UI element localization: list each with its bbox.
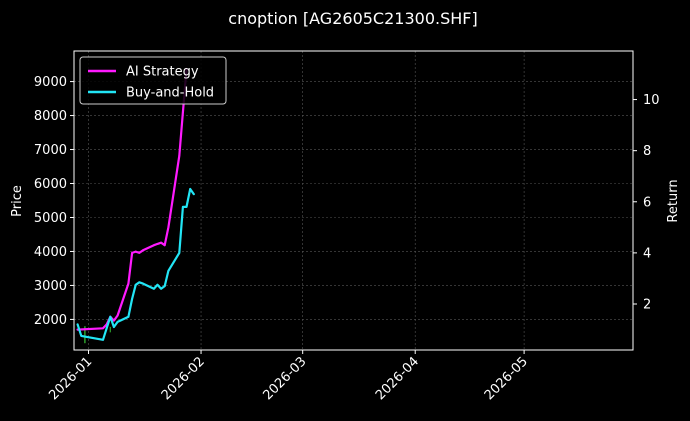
- data-point: [178, 154, 181, 157]
- chart-title: cnoption [AG2605C21300.SHF]: [228, 9, 477, 28]
- data-point: [182, 111, 184, 114]
- data-point: [109, 315, 112, 318]
- data-point: [102, 327, 104, 330]
- data-point: [178, 252, 181, 254]
- y-right-tick-label: 4: [643, 246, 651, 261]
- y-left-tick-label: 4000: [34, 245, 67, 260]
- legend: AI Strategy Buy-and-Hold: [79, 56, 227, 105]
- y-left-tick-label: 5000: [34, 211, 67, 226]
- data-point: [167, 269, 170, 272]
- data-point: [127, 282, 130, 285]
- legend-box: [79, 56, 227, 105]
- y-left-tick-label: 9000: [34, 75, 67, 90]
- data-point: [192, 193, 195, 196]
- data-point: [160, 241, 163, 244]
- data-point: [153, 244, 155, 247]
- plot-frame: [73, 50, 634, 351]
- data-point: [153, 287, 155, 290]
- series-line: [76, 67, 188, 331]
- data-point: [189, 188, 192, 190]
- data-point: [76, 323, 79, 326]
- y-right-tick-label: 8: [643, 144, 651, 159]
- data-point: [138, 281, 141, 284]
- y-left-tick-label: 2000: [34, 313, 67, 328]
- data-point: [134, 250, 137, 253]
- data-point: [138, 252, 141, 254]
- data-point: [163, 285, 166, 287]
- data-point: [163, 244, 166, 247]
- y-right-axis-title: Return: [666, 179, 681, 222]
- x-tick-label: 2026-05: [482, 354, 531, 403]
- data-point: [131, 298, 134, 300]
- x-tick-label: 2026-02: [159, 354, 208, 403]
- y-right-tick-label: 6: [643, 195, 651, 210]
- x-tick-label: 2026-04: [373, 354, 422, 403]
- x-tick-label: 2026-03: [260, 354, 309, 403]
- data-point: [167, 226, 170, 229]
- legend-label: Buy-and-Hold: [126, 86, 214, 101]
- x-tick-label: 2026-01: [46, 354, 95, 403]
- data-point: [80, 335, 83, 337]
- data-point: [127, 315, 130, 318]
- y-left-tick-label: 7000: [34, 143, 67, 158]
- y-left-axis-title: Price: [10, 185, 25, 217]
- data-point: [142, 249, 144, 252]
- data-point: [134, 283, 137, 286]
- y-left-tick-label: 6000: [34, 177, 67, 192]
- y-right-tick-label: 2: [643, 298, 651, 313]
- data-point: [156, 243, 159, 245]
- legend-label: AI Strategy: [126, 65, 199, 80]
- data-point: [131, 252, 134, 254]
- data-point: [160, 287, 163, 290]
- data-point: [185, 206, 188, 208]
- data-point: [116, 314, 119, 317]
- data-point: [102, 338, 104, 341]
- y-right-tick-label: 10: [643, 93, 660, 108]
- data-point: [156, 283, 159, 286]
- data-point: [113, 326, 115, 328]
- data-point: [182, 206, 184, 208]
- y-left-tick-label: 3000: [34, 279, 67, 294]
- series-line: [76, 187, 195, 341]
- data-point: [113, 319, 115, 322]
- data-point: [116, 321, 119, 323]
- data-point: [142, 282, 144, 285]
- y-left-tick-label: 8000: [34, 109, 67, 124]
